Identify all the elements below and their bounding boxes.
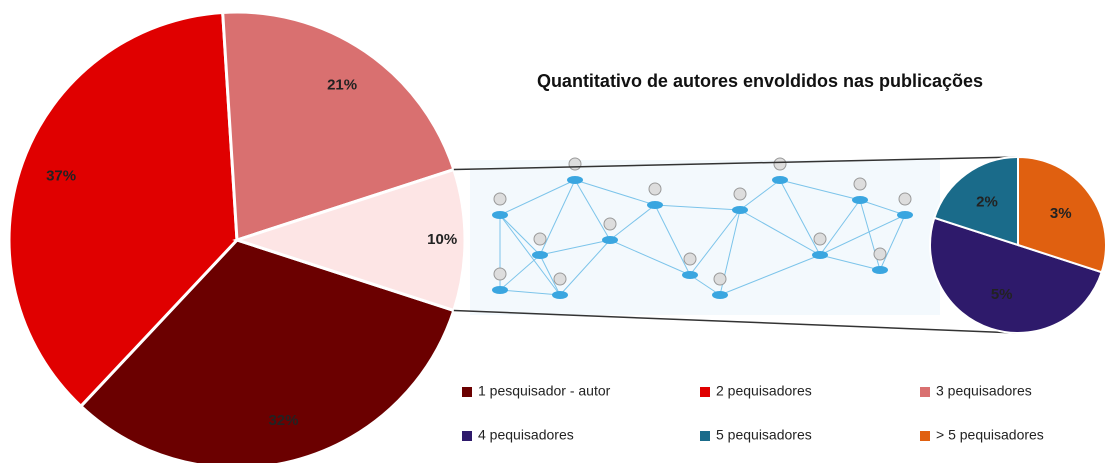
network-node: [772, 176, 788, 184]
legend-swatch: [920, 387, 930, 397]
legend-label: 3 pequisadores: [936, 383, 1032, 399]
network-node: [567, 176, 583, 184]
network-person: [814, 233, 826, 245]
network-node: [602, 236, 618, 244]
value-label: 37%: [46, 168, 76, 185]
network-person: [494, 193, 506, 205]
network-node: [647, 201, 663, 209]
network-person: [569, 158, 581, 170]
network-person: [604, 218, 616, 230]
network-node: [532, 251, 548, 259]
legend-label: 2 pequisadores: [716, 383, 812, 399]
chart: Quantitativo de autores envoldidos nas p…: [0, 0, 1112, 463]
network-node: [852, 196, 868, 204]
network-node: [872, 266, 888, 274]
network-person: [534, 233, 546, 245]
network-person: [874, 248, 886, 260]
legend-swatch: [700, 431, 710, 441]
value-label: 5%: [991, 286, 1013, 303]
network-node: [492, 286, 508, 294]
network-person: [734, 188, 746, 200]
network-node: [712, 291, 728, 299]
network-person: [684, 253, 696, 265]
value-label: 10%: [427, 231, 457, 248]
legend-swatch: [462, 387, 472, 397]
value-label: 2%: [976, 193, 998, 210]
legend-label: 4 pequisadores: [478, 427, 574, 443]
value-label: 32%: [268, 412, 298, 429]
network-person: [554, 273, 566, 285]
network-person: [649, 183, 661, 195]
network-node: [552, 291, 568, 299]
network-image: [470, 158, 940, 315]
legend-swatch: [700, 387, 710, 397]
network-node: [682, 271, 698, 279]
legend-swatch: [920, 431, 930, 441]
value-label: 21%: [327, 76, 357, 93]
network-person: [494, 268, 506, 280]
legend-label: 5 pequisadores: [716, 427, 812, 443]
network-node: [732, 206, 748, 214]
network-person: [774, 158, 786, 170]
network-node: [812, 251, 828, 259]
value-label: 3%: [1050, 205, 1072, 222]
legend-label: > 5 pequisadores: [936, 427, 1044, 443]
network-node: [897, 211, 913, 219]
network-person: [899, 193, 911, 205]
legend-label: 1 pesquisador - autor: [478, 383, 611, 399]
legend-swatch: [462, 431, 472, 441]
network-node: [492, 211, 508, 219]
chart-title: Quantitativo de autores envoldidos nas p…: [537, 71, 983, 91]
network-person: [854, 178, 866, 190]
network-person: [714, 273, 726, 285]
